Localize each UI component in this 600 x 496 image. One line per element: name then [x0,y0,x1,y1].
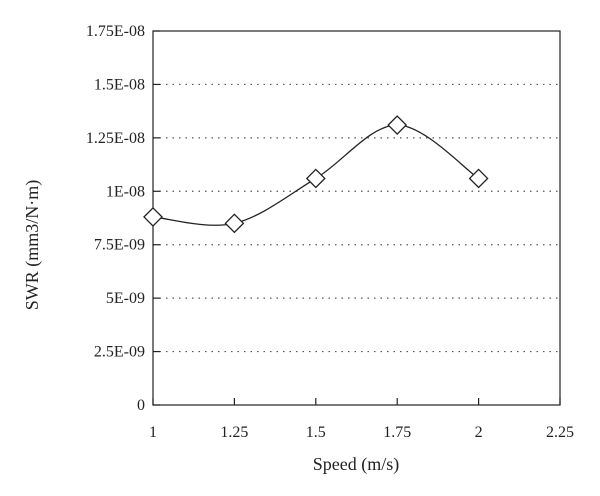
axes [152,30,561,406]
data-point-2 [305,168,326,189]
tick-marks [152,30,561,406]
data-point-0 [143,207,163,227]
y-tick-label-1: 2.5E-09 [94,344,145,361]
x-tick-label-2: 1.5 [306,424,326,441]
y-tick-label-7: 1.75E-08 [86,23,145,40]
x-tick-label-0: 1 [149,424,157,441]
x-tick-label-4: 2 [475,424,483,441]
data-point-4 [468,168,489,189]
x-tick-labels: 1 1.25 1.5 1.75 2 2.25 [149,424,574,441]
x-tick-label-5: 2.25 [546,424,574,441]
y-tick-labels: 0 2.5E-09 5E-09 7.5E-09 1E-08 1.25E-08 1.5E-08… [86,23,145,414]
y-tick-label-3: 7.5E-09 [94,237,145,254]
series-group [143,115,489,234]
plot-frame [152,30,561,406]
y-tick-label-0: 0 [137,397,145,414]
y-tick-label-6: 1.5E-08 [94,76,145,93]
x-tick-label-3: 1.75 [383,424,411,441]
x-tick-label-1: 1.25 [220,424,248,441]
grid-lines [153,83,560,353]
y-axis-label: SWR (mm3/N·m) [22,180,43,311]
data-point-1 [224,213,245,234]
x-axis-label: Speed (m/s) [313,454,399,475]
y-tick-label-4: 1E-08 [106,183,145,200]
y-tick-label-2: 5E-09 [106,290,145,307]
data-point-3 [387,115,408,135]
y-tick-label-5: 1.25E-08 [86,130,145,147]
